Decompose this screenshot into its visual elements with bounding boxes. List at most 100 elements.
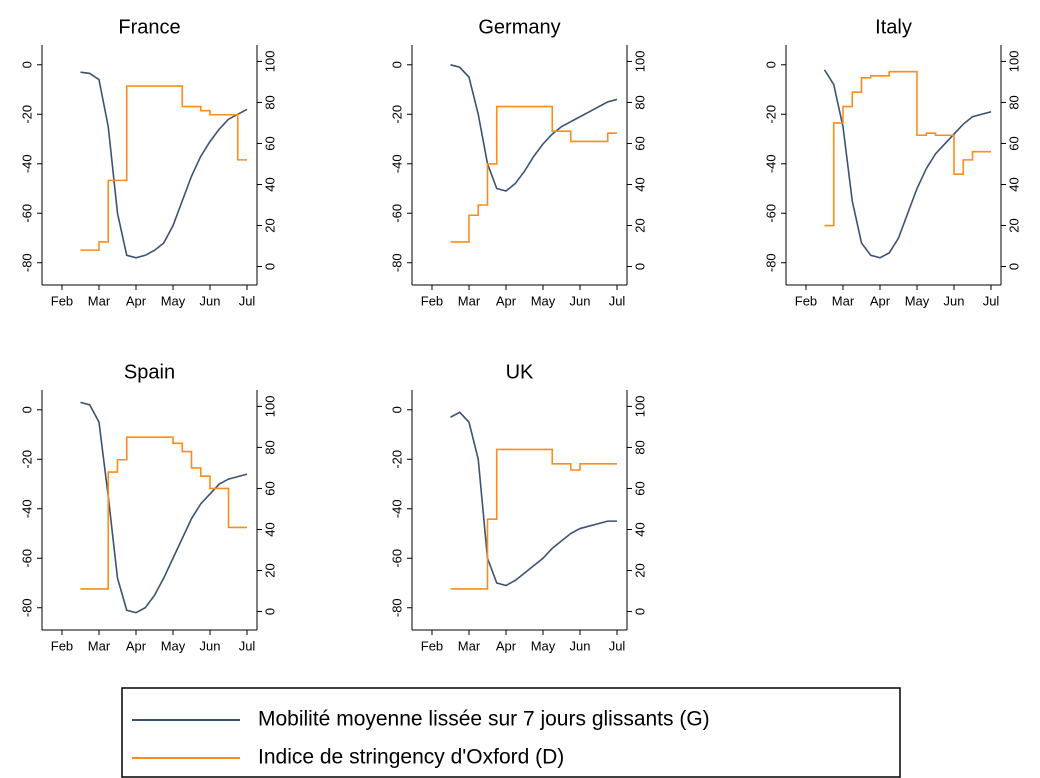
y-tick-label: 0 [389, 61, 404, 68]
series-line [80, 401, 248, 614]
y2-tick-label: 100 [262, 51, 277, 73]
y2-tick-label: 80 [1006, 95, 1021, 109]
y-tick-label: -20 [19, 105, 34, 124]
series-line [80, 85, 248, 251]
y-tick-label: 0 [389, 406, 404, 413]
y2-tick-label: 0 [632, 263, 647, 270]
y2-tick-label: 100 [632, 51, 647, 73]
x-tick-label: May [531, 293, 556, 308]
x-tick-label: Mar [88, 293, 111, 308]
y2-tick-label: 20 [262, 563, 277, 577]
y2-tick-label: 60 [262, 136, 277, 150]
x-tick-label: Apr [126, 293, 147, 308]
y2-tick-label: 0 [632, 608, 647, 615]
x-tick-label: Jun [570, 638, 591, 653]
x-tick-label: Mar [458, 638, 481, 653]
series-line [80, 436, 248, 590]
y2-tick-label: 80 [632, 95, 647, 109]
y-tick-label: -60 [389, 549, 404, 568]
y-tick-label: -80 [19, 253, 34, 272]
series-line [823, 69, 992, 259]
x-tick-label: Jul [609, 638, 626, 653]
y2-tick-label: 60 [1006, 136, 1021, 150]
x-tick-label: Jun [200, 638, 221, 653]
y2-tick-label: 40 [632, 177, 647, 191]
y2-tick-label: 0 [1006, 263, 1021, 270]
y-tick-label: -40 [19, 154, 34, 173]
x-tick-label: Jul [239, 293, 256, 308]
y2-tick-label: 100 [1006, 51, 1021, 73]
y2-tick-label: 40 [262, 522, 277, 536]
x-tick-label: May [905, 293, 930, 308]
y2-tick-label: 60 [632, 136, 647, 150]
y-tick-label: -20 [19, 450, 34, 469]
y-tick-label: -40 [19, 499, 34, 518]
y2-tick-label: 100 [262, 396, 277, 418]
x-tick-label: Jul [609, 293, 626, 308]
y2-tick-label: 20 [632, 563, 647, 577]
series-line [80, 71, 248, 259]
x-tick-label: Mar [88, 638, 111, 653]
y2-tick-label: 0 [262, 263, 277, 270]
y-tick-label: -40 [389, 499, 404, 518]
y2-tick-label: 80 [262, 440, 277, 454]
x-tick-label: Feb [51, 638, 73, 653]
y-tick-label: -20 [763, 105, 778, 124]
x-tick-label: Jun [944, 293, 965, 308]
y-tick-label: -40 [763, 154, 778, 173]
panel-title: France [118, 16, 180, 38]
y-tick-label: -60 [763, 204, 778, 223]
y-tick-label: -80 [389, 598, 404, 617]
y2-tick-label: 40 [632, 522, 647, 536]
x-tick-label: May [531, 638, 556, 653]
x-tick-label: Feb [795, 293, 817, 308]
y-tick-label: -80 [19, 598, 34, 617]
series-line [450, 448, 618, 590]
x-tick-label: May [161, 293, 186, 308]
y-tick-label: -20 [389, 105, 404, 124]
x-tick-label: Feb [51, 293, 73, 308]
y-tick-label: -60 [19, 204, 34, 223]
y2-tick-label: 0 [262, 608, 277, 615]
y-tick-label: -60 [19, 549, 34, 568]
x-tick-label: Jun [200, 293, 221, 308]
legend-box [121, 687, 901, 778]
series-line [824, 70, 992, 227]
series-line [450, 105, 618, 243]
legend-label: Indice de stringency d'Oxford (D) [258, 746, 564, 769]
series-line [450, 64, 618, 192]
y-tick-label: -80 [763, 253, 778, 272]
y-tick-label: 0 [763, 61, 778, 68]
y2-tick-label: 40 [1006, 177, 1021, 191]
y2-tick-label: 60 [632, 481, 647, 495]
y2-tick-label: 20 [632, 218, 647, 232]
y-tick-label: -60 [389, 204, 404, 223]
x-tick-label: Apr [496, 638, 517, 653]
y2-tick-label: 80 [262, 95, 277, 109]
x-tick-label: Feb [421, 293, 443, 308]
y2-tick-label: 40 [262, 177, 277, 191]
series-line [450, 411, 618, 587]
y-tick-label: -80 [389, 253, 404, 272]
x-tick-label: Feb [421, 638, 443, 653]
y2-tick-label: 60 [262, 481, 277, 495]
x-tick-label: Apr [126, 638, 147, 653]
x-tick-label: May [161, 638, 186, 653]
x-tick-label: Jul [983, 293, 1000, 308]
y2-tick-label: 20 [1006, 218, 1021, 232]
y2-tick-label: 20 [262, 218, 277, 232]
panel-title: UK [506, 361, 534, 383]
y2-tick-label: 100 [632, 396, 647, 418]
y-tick-label: -40 [389, 154, 404, 173]
x-tick-label: Apr [496, 293, 517, 308]
x-tick-label: Jun [570, 293, 591, 308]
panel-title: Spain [124, 361, 175, 383]
y-tick-label: 0 [19, 61, 34, 68]
panel-title: Germany [478, 16, 560, 38]
y2-tick-label: 80 [632, 440, 647, 454]
x-tick-label: Apr [870, 293, 891, 308]
y-tick-label: -20 [389, 450, 404, 469]
x-tick-label: Mar [458, 293, 481, 308]
x-tick-label: Jul [239, 638, 256, 653]
